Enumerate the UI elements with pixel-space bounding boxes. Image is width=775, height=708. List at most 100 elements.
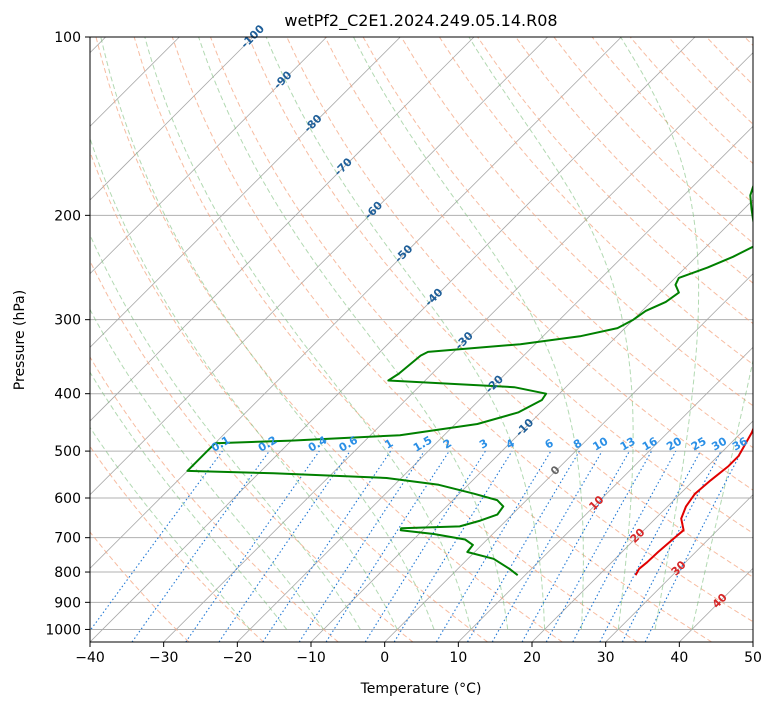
y-axis-label: Pressure (hPa) xyxy=(12,290,28,390)
dry-adiabat xyxy=(95,37,563,642)
isotherm-line xyxy=(90,37,475,422)
y-tick-label: 100 xyxy=(54,30,81,46)
isotherm-label: -20 xyxy=(483,372,506,395)
x-axis-label: Temperature (°C) xyxy=(360,681,482,697)
dry-adiabat xyxy=(90,356,339,642)
mixing-ratio-line xyxy=(545,450,653,642)
y-tick-label: 500 xyxy=(54,444,81,460)
y-tick-label: 300 xyxy=(54,313,81,329)
dry-adiabat xyxy=(515,37,753,284)
y-tick-label: 700 xyxy=(54,531,81,547)
isotherm-line xyxy=(90,37,254,201)
isotherm-label: -70 xyxy=(332,155,355,178)
mixing-ratio-line xyxy=(90,450,223,632)
isotherm-line xyxy=(605,494,753,642)
x-tick-label: 30 xyxy=(597,650,615,666)
dry-adiabat xyxy=(400,37,753,407)
isotherm-label: 0 xyxy=(548,463,563,478)
dry-adiabat xyxy=(668,37,753,125)
isotherm-line xyxy=(458,346,753,642)
isotherm-label: -40 xyxy=(422,285,445,308)
temperature-profile-line xyxy=(634,426,753,576)
mixing-ratio-line xyxy=(131,450,270,642)
moist-adiabat xyxy=(90,136,398,630)
moist-adiabat xyxy=(198,37,509,630)
x-tick-label: −30 xyxy=(149,650,179,666)
isotherm-line xyxy=(90,37,622,569)
dry-adiabat xyxy=(324,37,753,491)
moist-adiabat xyxy=(90,371,288,630)
isotherm-label: 10 xyxy=(586,493,606,513)
dewpoint-profile-line xyxy=(186,183,753,576)
isotherm-line xyxy=(679,567,753,642)
isotherm-label: 20 xyxy=(628,525,648,545)
mixing-ratio-line xyxy=(572,450,677,642)
isotherm-line xyxy=(310,199,753,642)
isotherm-line xyxy=(384,273,753,642)
mixing-ratio-line xyxy=(393,450,513,642)
dry-adiabat xyxy=(553,37,753,244)
dry-adiabat xyxy=(706,37,753,86)
dry-adiabat xyxy=(90,150,488,642)
isotherm-line xyxy=(163,52,753,642)
mixing-ratio-label: 3 xyxy=(477,437,490,452)
mixing-ratio-line xyxy=(218,450,351,642)
x-tick-label: −20 xyxy=(223,650,253,666)
mixing-ratio-label: 2 xyxy=(441,437,454,452)
dry-adiabat xyxy=(90,531,190,642)
dry-adiabat xyxy=(210,37,753,623)
isotherm-label: 40 xyxy=(710,591,730,611)
isotherm-label: -50 xyxy=(392,242,415,265)
y-tick-label: 600 xyxy=(54,491,81,507)
isotherm-label: -60 xyxy=(362,199,385,222)
chart-title: wetPf2_C2E1.2024.249.05.14.R08 xyxy=(284,11,557,31)
dry-adiabat xyxy=(171,37,712,642)
x-tick-label: 20 xyxy=(523,650,541,666)
moist-adiabat xyxy=(144,37,472,630)
dry-adiabat xyxy=(133,37,638,642)
moist-adiabat xyxy=(353,37,584,630)
dry-adiabat xyxy=(744,37,753,47)
moist-adiabat xyxy=(691,358,753,630)
isotherm-label: -10 xyxy=(513,416,536,439)
y-tick-label: 400 xyxy=(54,387,81,403)
isotherm-line xyxy=(90,37,327,275)
isotherm-line xyxy=(531,420,753,642)
mixing-ratio-label: 6 xyxy=(543,436,556,451)
mixing-ratio-line xyxy=(521,450,630,642)
moist-adiabat xyxy=(90,233,361,630)
moist-adiabat xyxy=(100,37,435,630)
mixing-ratio-line xyxy=(621,450,722,642)
isotherm-line xyxy=(752,641,753,642)
x-tick-label: 40 xyxy=(670,650,688,666)
moist-adiabat xyxy=(265,37,546,630)
moist-adiabat xyxy=(90,426,251,630)
mixing-ratio-label: 4 xyxy=(504,436,517,451)
dry-adiabat xyxy=(362,37,753,449)
dry-adiabat xyxy=(248,37,753,578)
moist-adiabat xyxy=(620,37,700,630)
mixing-ratio-line xyxy=(435,450,552,642)
dry-adiabat xyxy=(591,37,753,204)
x-tick-label: 0 xyxy=(380,650,389,666)
dry-adiabat xyxy=(438,37,753,366)
mixing-ratio-line xyxy=(644,450,743,642)
moist-adiabat xyxy=(468,37,634,630)
mixing-ratio-line xyxy=(325,450,450,642)
y-tick-label: 200 xyxy=(54,208,81,224)
mixing-ratio-line xyxy=(185,450,320,642)
y-tick-label: 800 xyxy=(54,565,81,581)
mixing-ratio-line xyxy=(262,450,392,642)
x-tick-label: −40 xyxy=(75,650,105,666)
y-tick-label: 1000 xyxy=(45,622,81,638)
moist-adiabat xyxy=(90,308,324,630)
dry-adiabat xyxy=(90,445,264,642)
isotherm-line xyxy=(90,37,401,348)
plot-frame xyxy=(89,36,754,643)
isotherm-label: -90 xyxy=(271,68,294,91)
isotherm-line xyxy=(90,37,696,642)
x-tick-label: 10 xyxy=(449,650,467,666)
mixing-ratio-line xyxy=(298,450,425,642)
isotherm-label: -80 xyxy=(301,112,324,135)
